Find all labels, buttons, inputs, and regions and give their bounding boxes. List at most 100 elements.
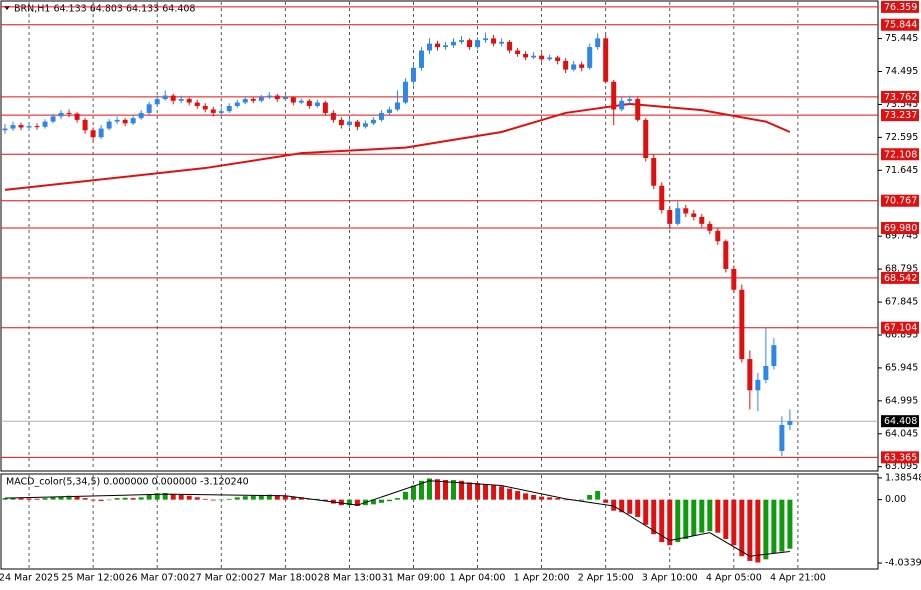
candle-body (274, 95, 280, 100)
macd-bar (763, 499, 769, 560)
candle-body (362, 123, 368, 127)
candle-body (266, 95, 272, 98)
candle-body (619, 100, 625, 110)
candle-body (346, 121, 352, 126)
macd-panel-frame (0, 473, 879, 570)
y-tick-label: 67.845 (885, 297, 918, 308)
candle-body (563, 60, 569, 70)
macd-bar (434, 479, 440, 500)
y-tick-label: 72.595 (885, 132, 918, 143)
candle-body (571, 64, 577, 70)
candle-body (370, 119, 376, 124)
candle-body (627, 99, 633, 101)
current-price-box (881, 415, 919, 428)
y-tick-label: 74.495 (885, 66, 918, 77)
macd-bar (282, 495, 288, 500)
macd-bar (274, 495, 280, 500)
macd-bar (410, 485, 416, 500)
macd-bar (715, 499, 721, 533)
macd-y-tick-label: 0.00 (885, 494, 906, 505)
x-tick-label: 25 Mar 12:00 (61, 573, 124, 584)
macd-bar (154, 493, 160, 500)
macd-bar (779, 499, 785, 552)
macd-bar (354, 499, 360, 506)
y-tick-label: 65.945 (885, 362, 918, 373)
candle-body (2, 128, 8, 131)
macd-bar (547, 497, 553, 500)
macd-bar (619, 499, 625, 513)
macd-bar (338, 499, 344, 506)
macd-bar (210, 499, 216, 501)
macd-bar (226, 498, 232, 500)
candle-body (178, 99, 184, 101)
macd-bar (98, 499, 104, 501)
candle-body (723, 241, 729, 269)
y-tick-label: 68.795 (885, 264, 918, 275)
candle-body (434, 43, 440, 48)
level-label: 75.844 (884, 20, 917, 31)
moving-average (4, 102, 791, 191)
level-label: 73.237 (884, 110, 917, 121)
macd-bar (451, 480, 457, 500)
x-tick-label: 1 Apr 20:00 (514, 573, 570, 584)
candle-body (146, 104, 152, 113)
macd-bar (555, 498, 561, 500)
macd-bar (162, 493, 168, 500)
candle-body (579, 64, 585, 68)
macd-bar (394, 498, 400, 500)
candle-body (170, 95, 176, 101)
candle-body (386, 109, 392, 113)
macd-bar (314, 498, 320, 500)
macd-bar (475, 483, 481, 500)
candle-body (114, 119, 120, 122)
macd-bar (234, 497, 240, 500)
macd-bar (18, 498, 24, 500)
level-label: 70.767 (884, 196, 917, 207)
candle-body (787, 421, 793, 425)
chart-title: BRN,H1 64.133 64.803 64.133 64.408 (14, 4, 195, 15)
candle-body (194, 102, 200, 106)
macd-bar (266, 494, 272, 500)
candle-body (699, 216, 705, 224)
candle-body (130, 118, 136, 124)
macd-bar (90, 499, 96, 501)
macd-bar (755, 499, 761, 563)
x-tick-label: 3 Apr 10:00 (642, 573, 698, 584)
macd-bar (539, 496, 545, 500)
candle-body (491, 38, 497, 44)
candle-body (643, 119, 649, 158)
candle-body (298, 100, 304, 103)
y-tick-label: 69.745 (885, 231, 918, 242)
candle-body (306, 100, 312, 106)
candle-body (587, 47, 593, 68)
level-label-box (881, 451, 919, 464)
candle-body (763, 366, 769, 380)
candle-body (186, 99, 192, 103)
y-tick-label: 66.895 (885, 329, 918, 340)
candle-body (50, 116, 56, 122)
level-label-box (881, 109, 919, 122)
macd-bar (82, 498, 88, 500)
macd-bar (10, 497, 16, 500)
candle-body (555, 57, 561, 61)
macd-bar (346, 499, 352, 506)
macd-bar (418, 480, 424, 500)
macd-bar (138, 497, 144, 500)
x-tick-label: 26 Mar 07:00 (125, 573, 188, 584)
y-tick-label: 73.545 (885, 99, 918, 110)
candle-body (322, 102, 328, 113)
macd-bar (186, 495, 192, 500)
candle-body (250, 99, 256, 101)
candle-body (338, 119, 344, 126)
macd-bar (426, 478, 432, 500)
candle-body (499, 41, 505, 44)
macd-bar (322, 499, 328, 502)
macd-bar (707, 499, 713, 532)
candle-body (354, 121, 360, 127)
x-tick-label: 4 Apr 05:00 (706, 573, 762, 584)
candle-body (410, 67, 416, 82)
candle-body (443, 45, 449, 48)
candle-body (739, 289, 745, 360)
macd-bar (651, 499, 657, 535)
y-tick-label: 71.645 (885, 165, 918, 176)
